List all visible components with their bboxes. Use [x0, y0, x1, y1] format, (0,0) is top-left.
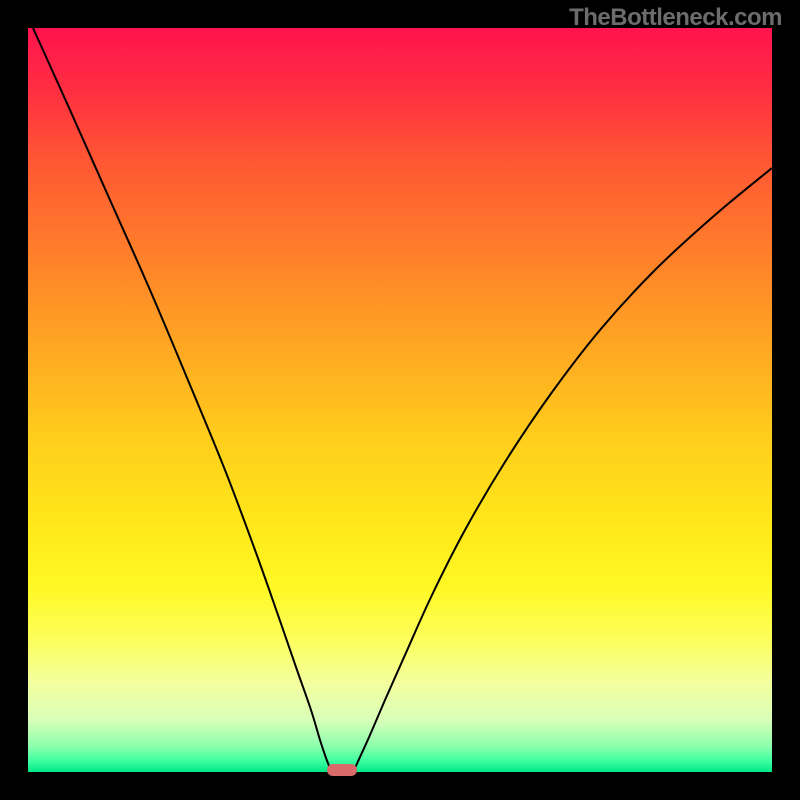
- plot-background: [28, 28, 772, 772]
- dip-marker: [327, 764, 357, 776]
- watermark-text: TheBottleneck.com: [569, 4, 782, 32]
- chart-container: TheBottleneck.com: [0, 0, 800, 800]
- bottleneck-chart: [0, 0, 800, 800]
